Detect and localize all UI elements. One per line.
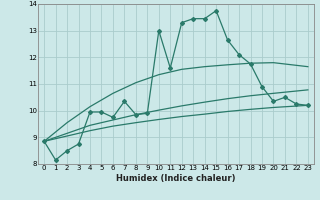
X-axis label: Humidex (Indice chaleur): Humidex (Indice chaleur) [116,174,236,183]
